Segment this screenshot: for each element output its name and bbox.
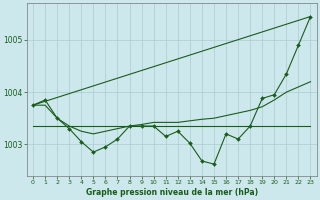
X-axis label: Graphe pression niveau de la mer (hPa): Graphe pression niveau de la mer (hPa) <box>86 188 258 197</box>
